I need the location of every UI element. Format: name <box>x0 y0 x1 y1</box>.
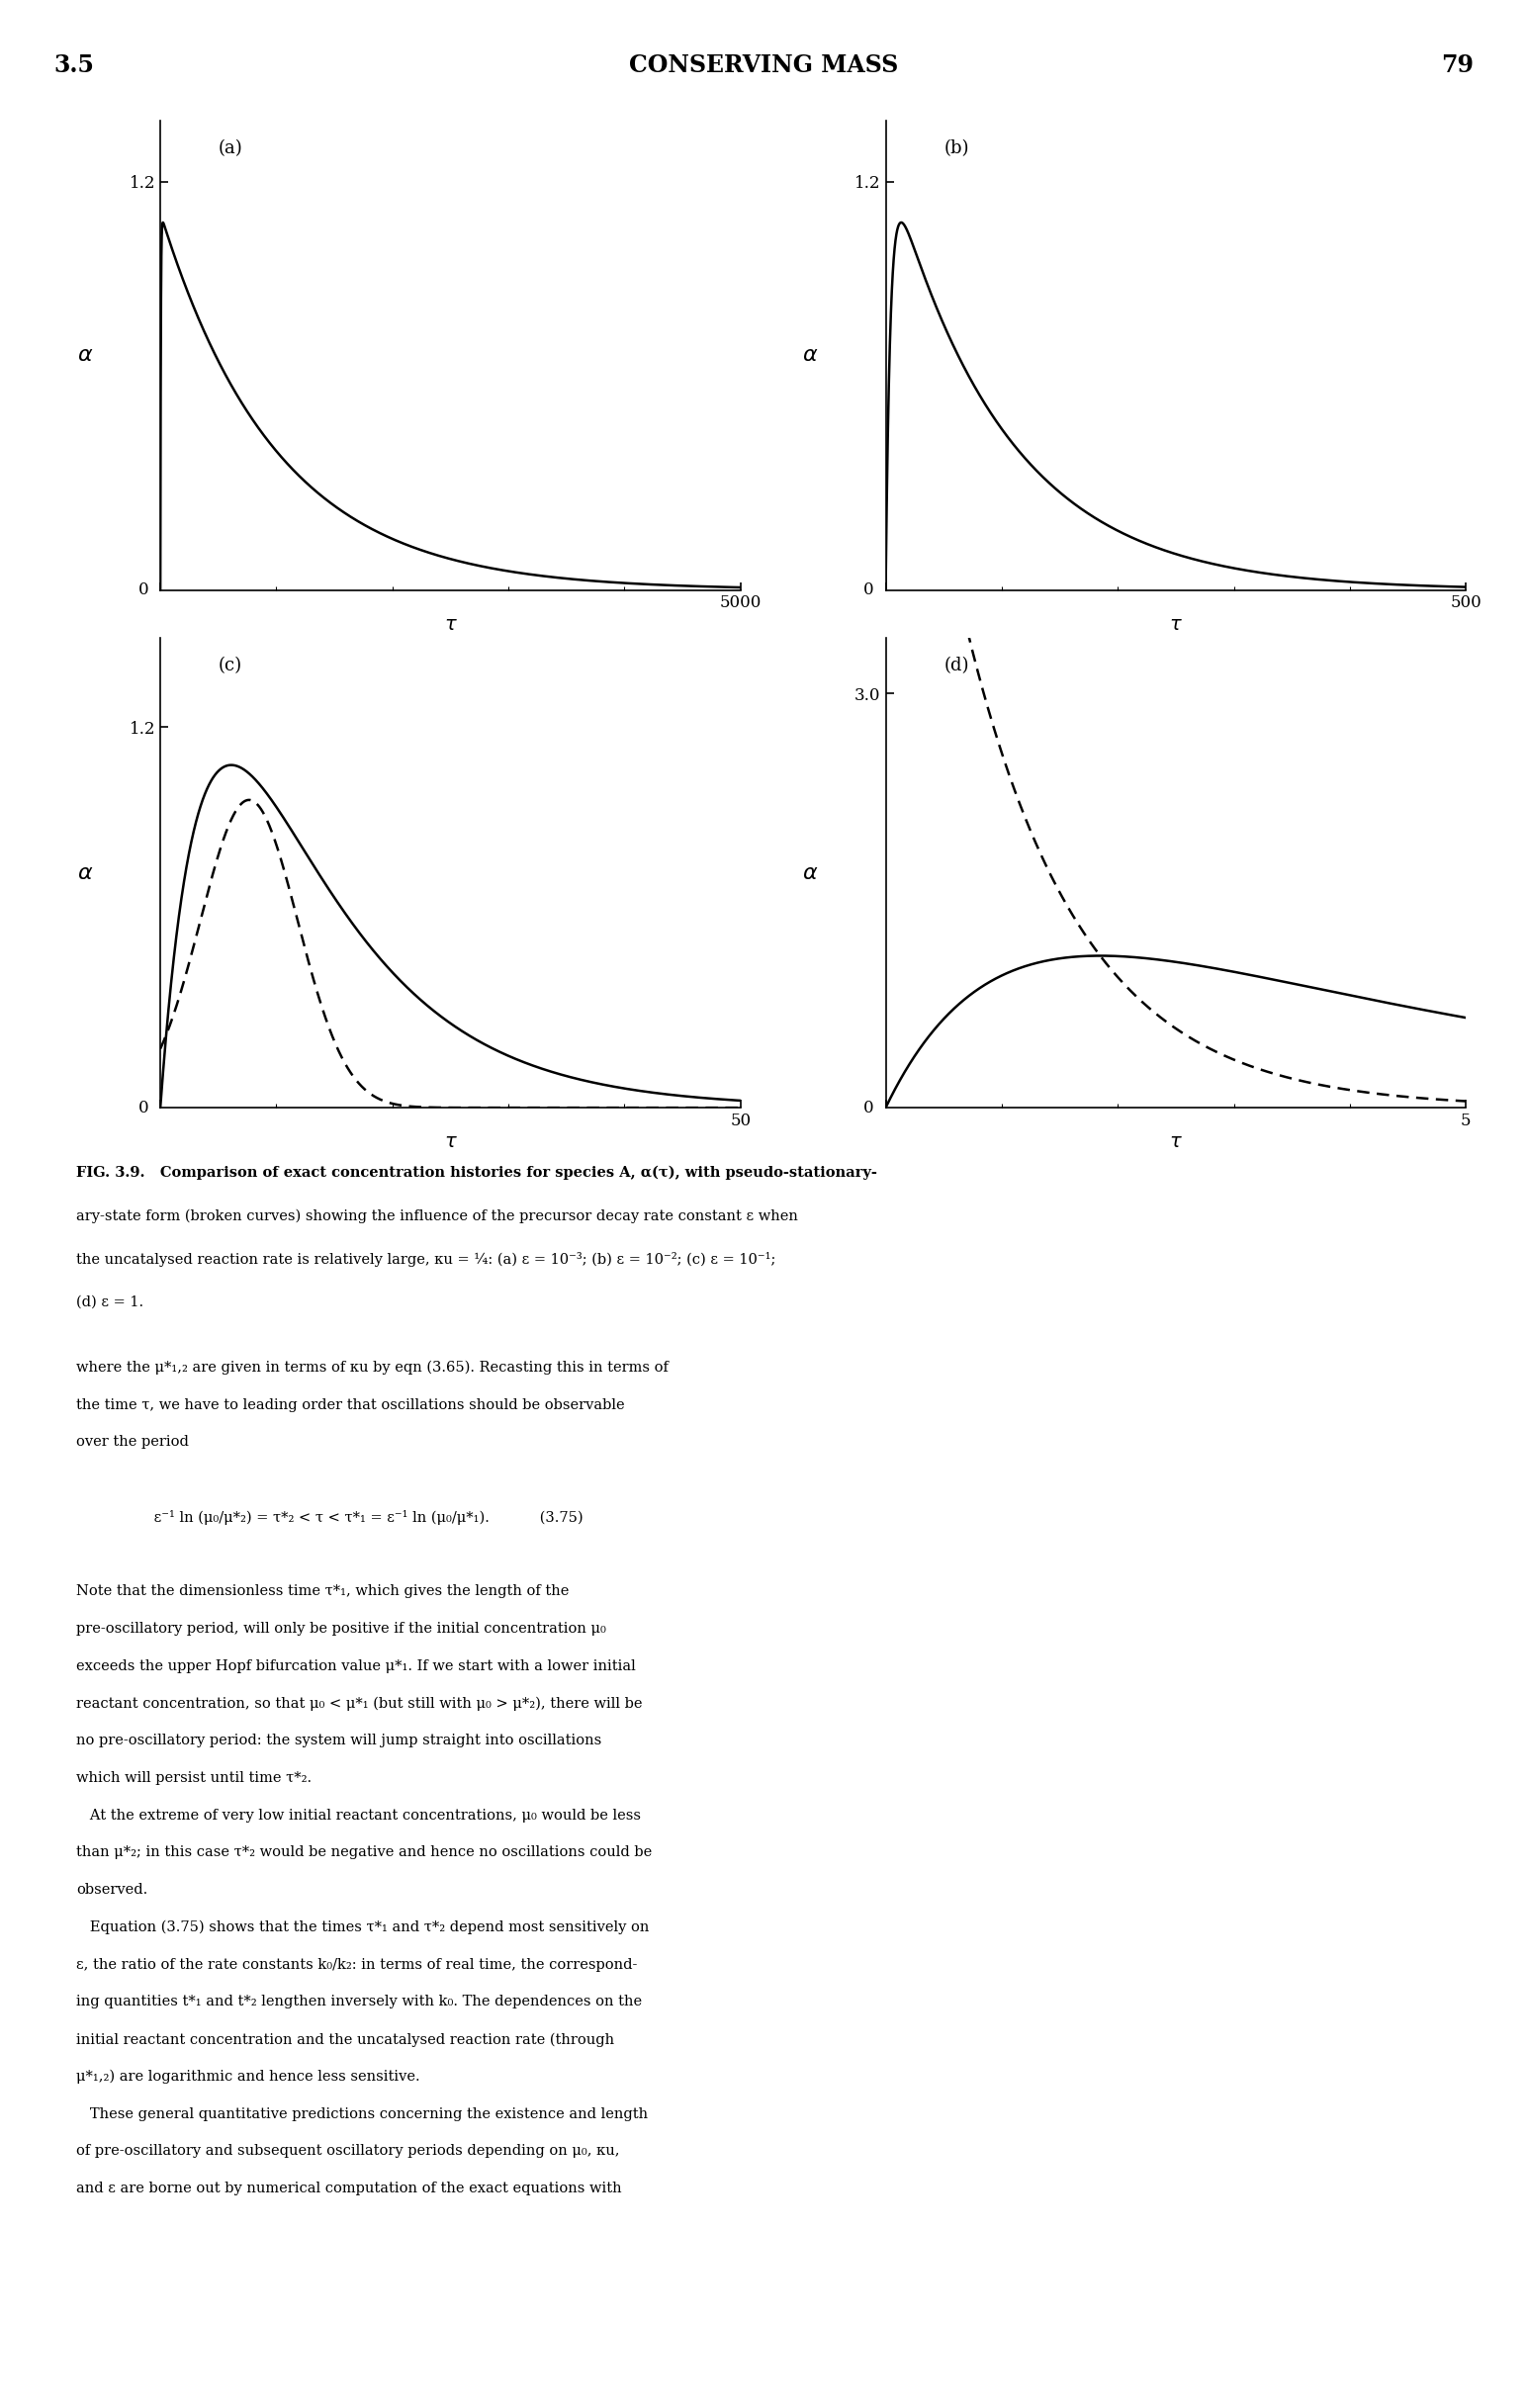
Text: the uncatalysed reaction rate is relatively large, κu = ¼: (a) ε = 10⁻³; (b) ε =: the uncatalysed reaction rate is relativ… <box>76 1252 776 1267</box>
Text: Note that the dimensionless time τ*₁, which gives the length of the: Note that the dimensionless time τ*₁, wh… <box>76 1584 570 1599</box>
Text: 3.5: 3.5 <box>53 53 93 77</box>
Text: of pre-oscillatory and subsequent oscillatory periods depending on μ₀, κu,: of pre-oscillatory and subsequent oscill… <box>76 2143 620 2158</box>
Text: (b): (b) <box>944 140 970 157</box>
Text: than μ*₂; in this case τ*₂ would be negative and hence no oscillations could be: than μ*₂; in this case τ*₂ would be nega… <box>76 1845 652 1859</box>
Text: μ*₁,₂) are logarithmic and hence less sensitive.: μ*₁,₂) are logarithmic and hence less se… <box>76 2068 420 2083</box>
Text: FIG. 3.9.   Comparison of exact concentration histories for species A, α(τ), wit: FIG. 3.9. Comparison of exact concentrat… <box>76 1165 878 1180</box>
Text: ε, the ratio of the rate constants k₀/k₂: in terms of real time, the correspond-: ε, the ratio of the rate constants k₀/k₂… <box>76 1958 637 1972</box>
Text: which will persist until time τ*₂.: which will persist until time τ*₂. <box>76 1770 312 1784</box>
Text: pre-oscillatory period, will only be positive if the initial concentration μ₀: pre-oscillatory period, will only be pos… <box>76 1623 606 1635</box>
X-axis label: $\tau$: $\tau$ <box>444 1134 457 1151</box>
Text: 79: 79 <box>1441 53 1474 77</box>
Text: 0: 0 <box>864 1100 873 1115</box>
Text: ε⁻¹ ln (μ₀/μ*₂) = τ*₂ < τ < τ*₁ = ε⁻¹ ln (μ₀/μ*₁).           (3.75): ε⁻¹ ln (μ₀/μ*₂) = τ*₂ < τ < τ*₁ = ε⁻¹ ln… <box>76 1510 583 1524</box>
Text: ing quantities t*₁ and t*₂ lengthen inversely with k₀. The dependences on the: ing quantities t*₁ and t*₂ lengthen inve… <box>76 1994 643 2008</box>
Text: 0: 0 <box>139 1100 148 1115</box>
Text: (d) ε = 1.: (d) ε = 1. <box>76 1296 144 1310</box>
Text: no pre-oscillatory period: the system will jump straight into oscillations: no pre-oscillatory period: the system wi… <box>76 1734 602 1748</box>
Text: $\alpha$: $\alpha$ <box>802 862 818 884</box>
Text: the time τ, we have to leading order that oscillations should be observable: the time τ, we have to leading order tha… <box>76 1397 625 1411</box>
X-axis label: $\tau$: $\tau$ <box>1170 616 1182 633</box>
X-axis label: $\tau$: $\tau$ <box>444 616 457 633</box>
Text: where the μ*₁,₂ are given in terms of κu by eqn (3.65). Recasting this in terms : where the μ*₁,₂ are given in terms of κu… <box>76 1361 669 1375</box>
Text: $\alpha$: $\alpha$ <box>76 344 93 366</box>
X-axis label: $\tau$: $\tau$ <box>1170 1134 1182 1151</box>
Text: $\alpha$: $\alpha$ <box>802 344 818 366</box>
Text: reactant concentration, so that μ₀ < μ*₁ (but still with μ₀ > μ*₂), there will b: reactant concentration, so that μ₀ < μ*₁… <box>76 1695 643 1710</box>
Text: observed.: observed. <box>76 1883 148 1898</box>
Text: CONSERVING MASS: CONSERVING MASS <box>629 53 898 77</box>
Text: At the extreme of very low initial reactant concentrations, μ₀ would be less: At the extreme of very low initial react… <box>76 1808 641 1823</box>
Text: and ε are borne out by numerical computation of the exact equations with: and ε are borne out by numerical computa… <box>76 2182 621 2196</box>
Text: (c): (c) <box>218 657 243 674</box>
Text: (a): (a) <box>218 140 243 157</box>
Text: Equation (3.75) shows that the times τ*₁ and τ*₂ depend most sensitively on: Equation (3.75) shows that the times τ*₁… <box>76 1919 649 1934</box>
Text: $\alpha$: $\alpha$ <box>76 862 93 884</box>
Text: over the period: over the period <box>76 1435 189 1450</box>
Text: 0: 0 <box>864 583 873 597</box>
Text: exceeds the upper Hopf bifurcation value μ*₁. If we start with a lower initial: exceeds the upper Hopf bifurcation value… <box>76 1659 635 1674</box>
Text: These general quantitative predictions concerning the existence and length: These general quantitative predictions c… <box>76 2107 647 2121</box>
Text: ary-state form (broken curves) showing the influence of the precursor decay rate: ary-state form (broken curves) showing t… <box>76 1209 799 1223</box>
Text: 0: 0 <box>139 583 148 597</box>
Text: initial reactant concentration and the uncatalysed reaction rate (through: initial reactant concentration and the u… <box>76 2032 614 2047</box>
Text: (d): (d) <box>944 657 970 674</box>
